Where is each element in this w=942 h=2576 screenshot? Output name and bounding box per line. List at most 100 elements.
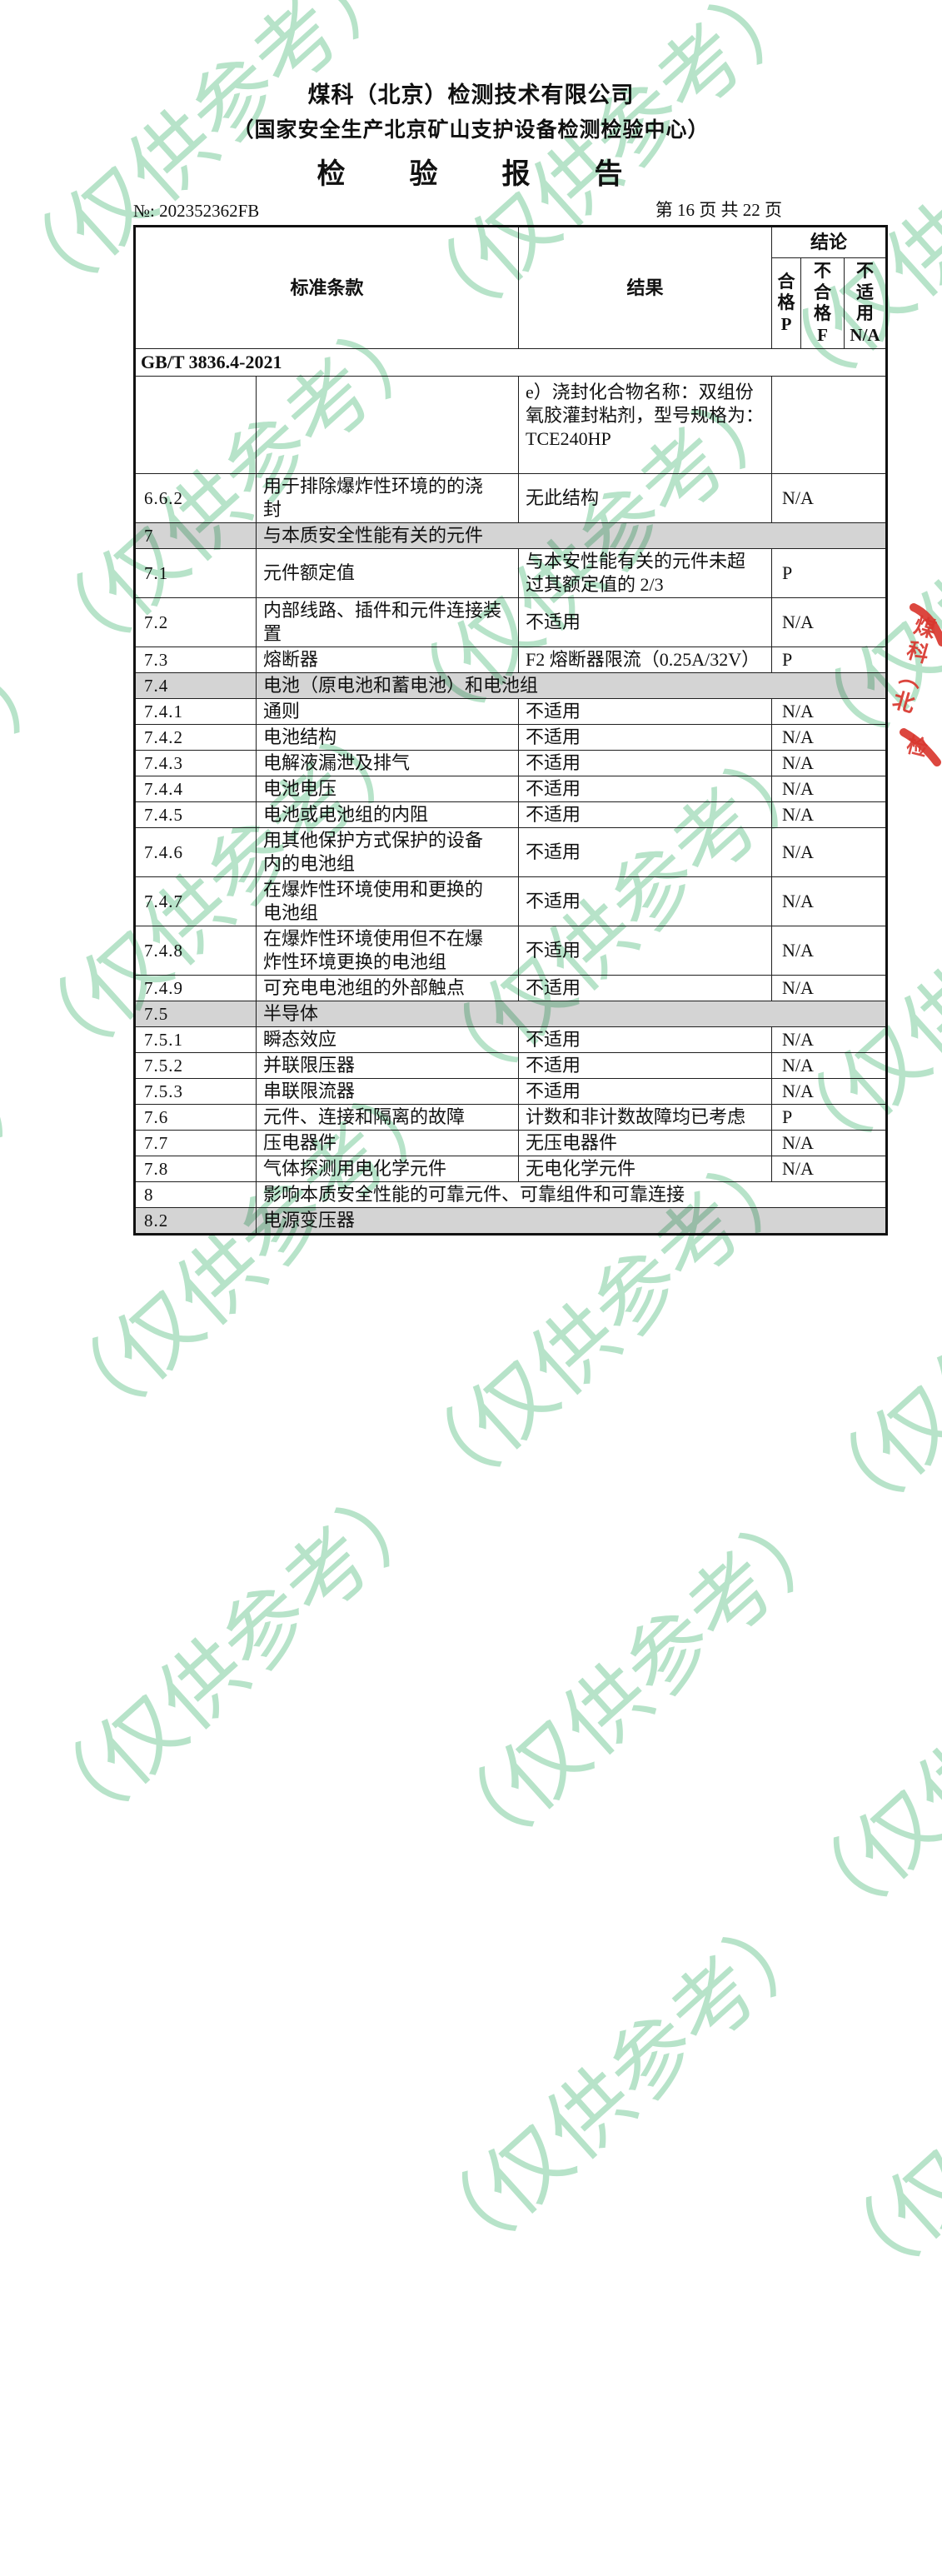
column-header-clause: 标准条款 xyxy=(133,226,520,349)
table-row: 7.4.2 电池结构 不适用 N/A xyxy=(134,724,888,751)
clause-no-cell: 7.5.1 xyxy=(134,1026,257,1053)
clause-no-cell: 7.1 xyxy=(134,548,257,598)
table-row: 7.5.1 瞬态效应 不适用 N/A xyxy=(134,1026,888,1053)
result-cell: 不适用 xyxy=(518,975,773,1001)
conclusion-cell xyxy=(771,376,888,474)
table-row: 7.4.4 电池电压 不适用 N/A xyxy=(134,776,888,802)
table-row: 7.7 压电器件 无压电器件 N/A xyxy=(134,1130,888,1156)
table-row: GB/T 3836.4-2021 xyxy=(133,348,888,377)
conclusion-cell: N/A xyxy=(771,724,888,751)
clause-no-cell: 7.5.3 xyxy=(134,1078,257,1105)
clause-no-cell: 7.4.1 xyxy=(134,698,257,725)
clause-no-cell: 7.2 xyxy=(134,597,257,647)
clause-no-cell: 7.4.8 xyxy=(134,926,257,976)
clause-text-cell: 电池电压 xyxy=(255,776,520,802)
result-cell: 无此结构 xyxy=(518,473,773,523)
clause-text-cell: 通则 xyxy=(255,698,520,725)
table-row: 7 与本质安全性能有关的元件 xyxy=(134,522,888,549)
table-row: 8 影响本质安全性能的可靠元件、可靠组件和可靠连接 xyxy=(134,1181,888,1208)
conclusion-cell: N/A xyxy=(771,1026,888,1053)
report-number: №: 202352362FB xyxy=(133,201,260,221)
clause-no-cell: 7.4.5 xyxy=(134,801,257,828)
clause-text-cell: 内部线路、插件和元件连接装 置 xyxy=(255,597,520,647)
table-row: 7.6 元件、连接和隔离的故障 计数和非计数故障均已考虑 P xyxy=(134,1104,888,1131)
clause-no-cell: 7.5 xyxy=(134,1001,257,1027)
result-cell: 不适用 xyxy=(518,801,773,828)
conclusion-cell: P xyxy=(771,548,888,598)
meta-row: №: 202352362FB 第 16 页 共 22 页 xyxy=(133,197,885,222)
clause-text-cell: 压电器件 xyxy=(255,1130,520,1156)
clause-text-cell: 熔断器 xyxy=(255,646,520,673)
clause-no-cell xyxy=(134,376,257,474)
clause-text-cell: 电解液漏泄及排气 xyxy=(255,750,520,776)
clause-text-cell xyxy=(255,376,520,474)
clause-text-cell: 串联限流器 xyxy=(255,1078,520,1105)
table-row: 7.4 电池（原电池和蓄电池）和电池组 xyxy=(134,672,888,699)
table-row: 7.5 半导体 xyxy=(134,1001,888,1027)
clause-no-cell: 7.4.9 xyxy=(134,975,257,1001)
section-title-cell: 与本质安全性能有关的元件 xyxy=(255,522,888,549)
conclusion-cell: N/A xyxy=(771,750,888,776)
table-row: 7.1 元件额定值 与本安性能有关的元件未超 过其额定值的 2/3 P xyxy=(134,548,888,598)
conclusion-cell: P xyxy=(771,1104,888,1131)
clause-no-cell: 7.6 xyxy=(134,1104,257,1131)
table-row: 7.4.7 在爆炸性环境使用和更换的 电池组 不适用 N/A xyxy=(134,876,888,926)
conclusion-cell: N/A xyxy=(771,473,888,523)
conclusion-cell: N/A xyxy=(771,975,888,1001)
section-title-cell: 电池（原电池和蓄电池）和电池组 xyxy=(255,672,888,699)
result-cell: F2 熔断器限流（0.25A/32V） xyxy=(518,646,773,673)
conclusion-cell: N/A xyxy=(771,1078,888,1105)
conclusion-cell: N/A xyxy=(771,1052,888,1079)
table-header-row: 标准条款 结果 结论 xyxy=(133,226,888,349)
conclusion-cell: N/A xyxy=(771,876,888,926)
table-row: 7.5.2 并联限压器 不适用 N/A xyxy=(134,1052,888,1079)
result-cell: 不适用 xyxy=(518,926,773,976)
column-header-fail: 不 合 格 F xyxy=(800,257,845,349)
clause-text-cell: 可充电电池组的外部触点 xyxy=(255,975,520,1001)
table-row: 6.6.2 用于排除爆炸性环境的的浇 封无此结构 N/A xyxy=(134,473,888,523)
result-cell: 不适用 xyxy=(518,1052,773,1079)
result-cell: 无电化学元件 xyxy=(518,1156,773,1182)
conclusion-cell: N/A xyxy=(771,926,888,976)
report-title: 检 验 报 告 xyxy=(316,159,626,190)
result-cell: 计数和非计数故障均已考虑 xyxy=(518,1104,773,1131)
page-indicator: 第 16 页 共 22 页 xyxy=(655,200,782,220)
result-cell: 不适用 xyxy=(518,876,773,926)
table-row: 7.5.3 串联限流器 不适用 N/A xyxy=(134,1078,888,1105)
column-header-result: 结果 xyxy=(518,226,773,349)
conclusion-cell: N/A xyxy=(771,597,888,647)
table-row: 7.4.9 可充电电池组的外部触点 不适用 N/A xyxy=(134,975,888,1001)
section-title-cell: 半导体 xyxy=(255,1001,888,1027)
inspection-table: 标准条款 结果 结论 合 格 P 不 合 格 F 不 适 用 N/A GB/T … xyxy=(133,225,889,1236)
clause-no-cell: 7.4.6 xyxy=(134,827,257,877)
conclusion-cell: P xyxy=(771,646,888,673)
conclusion-cell: N/A xyxy=(771,1130,888,1156)
table-row: 7.2 内部线路、插件和元件连接装 置不适用 N/A xyxy=(134,597,888,647)
result-cell: e）浇封化合物名称：双组份 氧胶灌封粘剂，型号规格为： TCE240HP xyxy=(518,376,773,474)
conclusion-cell: N/A xyxy=(771,1156,888,1182)
table-row: 7.4.8 在爆炸性环境使用但不在爆 炸性环境更换的电池组 不适用 N/A xyxy=(134,926,888,976)
clause-text-cell: 用于排除爆炸性环境的的浇 封 xyxy=(255,473,520,523)
table-row: 7.4.3 电解液漏泄及排气 不适用 N/A xyxy=(134,750,888,776)
standard-ref-cell: GB/T 3836.4-2021 xyxy=(133,348,888,377)
document-header: 煤科（北京）检测技术有限公司 （国家安全生产北京矿山支护设备检测检验中心） 检 … xyxy=(0,0,942,222)
result-cell: 不适用 xyxy=(518,750,773,776)
clause-text-cell: 元件、连接和隔离的故障 xyxy=(255,1104,520,1131)
clause-text-cell: 瞬态效应 xyxy=(255,1026,520,1053)
result-cell: 不适用 xyxy=(518,698,773,725)
report-page: 煤科（北京）检测技术有限公司 （国家安全生产北京矿山支护设备检测检验中心） 检 … xyxy=(0,0,942,1236)
clause-text-cell: 电池或电池组的内阻 xyxy=(255,801,520,828)
company-name: 煤科（北京）检测技术有限公司 xyxy=(307,82,635,107)
result-cell: 无压电器件 xyxy=(518,1130,773,1156)
table-subheader-row: 合 格 P 不 合 格 F 不 适 用 N/A xyxy=(135,257,888,349)
result-cell: 不适用 xyxy=(518,827,773,877)
result-cell: 不适用 xyxy=(518,724,773,751)
result-cell: 与本安性能有关的元件未超 过其额定值的 2/3 xyxy=(518,548,773,598)
table-row: 7.4.5 电池或电池组的内阻 不适用 N/A xyxy=(134,801,888,828)
column-header-pass: 合 格 P xyxy=(771,257,802,349)
section-title-cell: 影响本质安全性能的可靠元件、可靠组件和可靠连接 xyxy=(255,1181,888,1208)
clause-no-cell: 7.4.4 xyxy=(134,776,257,802)
conclusion-cell: N/A xyxy=(771,827,888,877)
table-row: 7.8 气体探测用电化学元件 无电化学元件 N/A xyxy=(134,1156,888,1182)
clause-no-cell: 6.6.2 xyxy=(134,473,257,523)
